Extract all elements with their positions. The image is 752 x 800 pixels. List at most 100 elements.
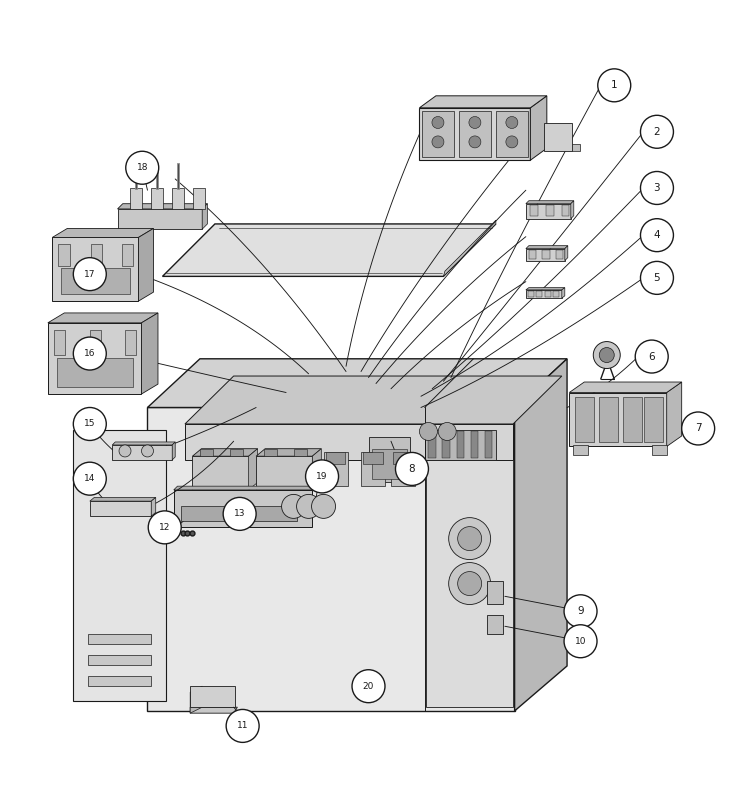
Polygon shape	[57, 358, 132, 386]
Polygon shape	[326, 453, 345, 464]
Polygon shape	[371, 450, 407, 479]
Polygon shape	[542, 250, 550, 259]
Polygon shape	[484, 431, 492, 458]
Polygon shape	[496, 111, 528, 158]
Text: 17: 17	[84, 270, 96, 278]
Circle shape	[641, 218, 674, 252]
Polygon shape	[569, 393, 667, 446]
Text: 15: 15	[84, 419, 96, 429]
Circle shape	[564, 625, 597, 658]
Polygon shape	[553, 290, 559, 297]
Polygon shape	[249, 449, 258, 490]
Polygon shape	[546, 206, 553, 217]
Polygon shape	[644, 397, 663, 442]
Circle shape	[223, 498, 256, 530]
Polygon shape	[575, 397, 594, 442]
Text: 11: 11	[237, 722, 248, 730]
Polygon shape	[544, 122, 572, 151]
Circle shape	[598, 69, 631, 102]
Text: 4: 4	[653, 230, 660, 240]
Circle shape	[469, 117, 481, 129]
Text: 7: 7	[695, 423, 702, 434]
Polygon shape	[264, 449, 277, 456]
Polygon shape	[293, 449, 307, 456]
Polygon shape	[429, 431, 436, 458]
Circle shape	[73, 258, 106, 290]
Polygon shape	[89, 501, 151, 516]
Polygon shape	[556, 250, 563, 259]
Polygon shape	[117, 204, 208, 209]
Text: 8: 8	[408, 464, 415, 474]
Circle shape	[73, 462, 106, 495]
Polygon shape	[514, 358, 567, 711]
Polygon shape	[172, 188, 184, 209]
Polygon shape	[72, 430, 166, 701]
Polygon shape	[174, 486, 316, 490]
Polygon shape	[151, 498, 156, 516]
Polygon shape	[528, 290, 534, 297]
Polygon shape	[529, 250, 536, 259]
Polygon shape	[185, 424, 513, 460]
Circle shape	[641, 262, 674, 294]
Polygon shape	[181, 506, 297, 522]
Polygon shape	[368, 438, 410, 482]
Polygon shape	[571, 201, 574, 218]
Polygon shape	[530, 96, 547, 160]
Polygon shape	[141, 313, 158, 394]
Circle shape	[396, 453, 429, 486]
Polygon shape	[487, 615, 503, 634]
Polygon shape	[526, 201, 574, 204]
Polygon shape	[193, 449, 258, 456]
Text: 6: 6	[648, 351, 655, 362]
Circle shape	[119, 445, 131, 457]
Polygon shape	[122, 244, 133, 266]
Polygon shape	[420, 96, 547, 108]
Polygon shape	[117, 209, 202, 229]
Text: 3: 3	[653, 183, 660, 193]
Circle shape	[126, 151, 159, 184]
Polygon shape	[174, 490, 312, 527]
Circle shape	[458, 571, 481, 595]
Polygon shape	[90, 330, 102, 355]
Circle shape	[352, 670, 385, 702]
Circle shape	[506, 117, 518, 129]
Polygon shape	[48, 313, 158, 323]
Polygon shape	[444, 220, 496, 276]
Polygon shape	[87, 634, 151, 644]
Polygon shape	[426, 409, 513, 707]
Circle shape	[281, 494, 305, 518]
Text: 5: 5	[653, 273, 660, 283]
Circle shape	[432, 117, 444, 129]
Circle shape	[148, 511, 181, 544]
Polygon shape	[526, 249, 565, 261]
Polygon shape	[256, 449, 321, 456]
Circle shape	[311, 494, 335, 518]
Polygon shape	[530, 206, 538, 217]
Circle shape	[226, 710, 259, 742]
Polygon shape	[442, 431, 450, 458]
Polygon shape	[526, 288, 565, 290]
Polygon shape	[200, 449, 214, 456]
Polygon shape	[425, 430, 496, 460]
Polygon shape	[420, 108, 530, 160]
Polygon shape	[471, 431, 478, 458]
Polygon shape	[565, 246, 568, 261]
Circle shape	[449, 518, 490, 559]
Polygon shape	[667, 382, 681, 446]
Polygon shape	[391, 453, 415, 486]
Circle shape	[681, 412, 714, 445]
Polygon shape	[147, 407, 514, 711]
Text: 1: 1	[611, 80, 617, 90]
Polygon shape	[87, 676, 151, 686]
Polygon shape	[361, 453, 385, 486]
Circle shape	[296, 494, 320, 518]
Polygon shape	[53, 238, 138, 301]
Circle shape	[438, 422, 456, 441]
Text: 20: 20	[362, 682, 374, 690]
Polygon shape	[422, 111, 454, 158]
Text: 9: 9	[578, 606, 584, 616]
Circle shape	[432, 136, 444, 148]
Text: 2: 2	[653, 126, 660, 137]
Polygon shape	[138, 229, 153, 301]
Circle shape	[420, 422, 438, 441]
